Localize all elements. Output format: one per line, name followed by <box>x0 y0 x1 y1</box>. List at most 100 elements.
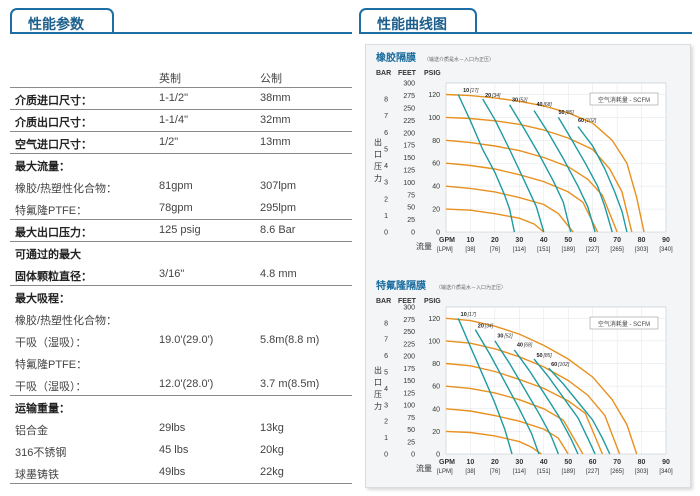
bar-tick-label: 3 <box>384 402 388 409</box>
air-consumption-curve <box>494 340 560 455</box>
plot-area <box>445 306 667 455</box>
spec-imperial-value: 1-1/4" <box>159 114 188 126</box>
col-metric-header: 公制 <box>260 73 282 85</box>
performance-chart-svg: 橡胶隔膜 （输送介质是水－入口为正压）BAR FEET PSIG02040608010… <box>374 51 673 475</box>
bar-tick-label: 1 <box>384 435 388 442</box>
chart-title: 特氟隆隔膜 <box>376 279 426 292</box>
lpm-tick-label: [38] <box>465 469 475 475</box>
feet-tick-label: 275 <box>403 93 415 100</box>
spec-label: 介质出口尺寸： <box>15 116 92 129</box>
lpm-tick-label: [114] <box>513 469 526 475</box>
bar-tick-label: 2 <box>384 196 388 203</box>
spec-label: 橡胶/热塑性化合物： <box>15 183 118 195</box>
spec-label: 铝合金 <box>15 425 48 437</box>
spec-imperial-value: 29lbs <box>159 422 186 434</box>
lpm-tick-label: [38] <box>465 247 475 253</box>
feet-tick-label: 250 <box>403 105 415 112</box>
air-consumption-curve <box>457 318 513 455</box>
unit-gpm: GPM <box>439 459 455 466</box>
spec-label: 球墨铸铁 <box>15 469 59 481</box>
outlet-pressure-curve <box>445 116 633 233</box>
bar-tick-label: 8 <box>384 320 388 327</box>
spec-label: 最大吸程： <box>15 292 70 305</box>
feet-tick-label: 100 <box>403 403 415 410</box>
spec-metric-value: 4.8 mm <box>260 268 297 280</box>
spec-row: 橡胶/热塑性化合物： 81gpm 307lpm <box>10 176 352 198</box>
feet-tick-label: 200 <box>403 130 415 137</box>
bar-tick-label: 0 <box>384 230 388 237</box>
spec-label: 干吸（湿吸）： <box>15 337 87 349</box>
feet-tick-label: 300 <box>403 81 415 88</box>
lpm-tick-label: [151] <box>537 469 551 475</box>
lpm-tick-label: [340] <box>659 469 673 475</box>
spec-label: 最大出口压力： <box>15 226 92 239</box>
spec-row: 最大流量： <box>10 154 352 176</box>
gpm-tick-label: 40 <box>540 459 548 466</box>
bar-tick-label: 7 <box>384 113 388 120</box>
tab-performance-curves[interactable]: 性能曲线图 <box>359 8 477 34</box>
lpm-tick-label: [114] <box>513 247 526 253</box>
feet-tick-label: 50 <box>407 205 415 212</box>
air-label-nm3: [34] <box>484 323 494 329</box>
spec-label: 空气进口尺寸： <box>15 138 92 151</box>
spec-row: 特氟隆PTFE： 78gpm 295lpm <box>10 198 352 220</box>
bar-tick-label: 0 <box>384 452 388 459</box>
spec-metric-value: 32mm <box>260 114 291 126</box>
legend-text: 空气消耗量 - SCFM <box>598 320 650 328</box>
spec-metric-value: 13kg <box>260 422 284 434</box>
plot-area <box>445 82 667 233</box>
air-label-nm3: [34] <box>491 93 501 99</box>
feet-tick-label: 175 <box>403 366 415 373</box>
psig-tick-label: 80 <box>432 138 440 145</box>
lpm-tick-label: [76] <box>490 469 500 475</box>
outlet-pressure-curve <box>445 162 599 233</box>
psig-tick-label: 100 <box>428 115 440 122</box>
gpm-tick-label: 80 <box>638 459 646 466</box>
spec-label: 橡胶/热塑性化合物： <box>15 315 118 327</box>
feet-tick-label: 75 <box>407 415 415 422</box>
feet-tick-label: 300 <box>403 305 415 312</box>
spec-row: 干吸（湿吸）： 19.0'(29.0') 5.8m(8.8 m) <box>10 330 352 352</box>
outlet-pressure-curve <box>445 93 645 233</box>
lpm-tick-label: [340] <box>659 247 673 253</box>
y-axis-label: 力 <box>374 173 382 183</box>
feet-tick-label: 150 <box>403 155 415 162</box>
air-label-scfm: 50 <box>536 353 542 359</box>
gpm-tick-label: 10 <box>467 459 475 466</box>
spec-row: 铝合金 29lbs 13kg <box>10 418 352 440</box>
x-axis-label: 流量 <box>416 463 432 473</box>
legend-text: 空气消耗量 - SCFM <box>598 96 650 104</box>
air-label-scfm: 30 <box>497 334 503 340</box>
spec-row: 最大吸程： <box>10 286 352 308</box>
psig-tick-label: 100 <box>428 338 440 345</box>
air-label-scfm: 10 <box>461 312 467 318</box>
lpm-tick-label: [265] <box>610 469 624 475</box>
spec-imperial-value: 45 lbs <box>159 444 189 456</box>
psig-tick-label: 0 <box>436 230 440 237</box>
lpm-tick-label: [189] <box>562 247 576 253</box>
air-consumption-curve <box>482 98 545 233</box>
air-label-nm3: [68] <box>523 343 533 349</box>
spec-row: 运输重量： <box>10 396 352 418</box>
spec-imperial-value: 1-1/2" <box>159 92 188 104</box>
tab-underline-left <box>10 32 352 34</box>
air-consumption-curve <box>533 358 596 455</box>
bar-tick-label: 5 <box>384 146 388 153</box>
bar-tick-label: 7 <box>384 337 388 344</box>
feet-tick-label: 175 <box>403 143 415 150</box>
spec-imperial-value: 78gpm <box>159 202 193 214</box>
tab-performance-params[interactable]: 性能参数 <box>10 8 114 34</box>
lpm-tick-label: [227] <box>586 247 600 253</box>
air-label-scfm: 40 <box>536 102 542 108</box>
air-label-scfm: 40 <box>517 343 523 349</box>
lpm-tick-label: [227] <box>586 469 600 475</box>
spec-metric-value: 13mm <box>260 136 291 148</box>
spec-imperial-value: 49lbs <box>159 466 186 478</box>
spec-row: 316不锈钢 45 lbs 20kg <box>10 440 352 462</box>
spec-row: 介质出口尺寸： 1-1/4" 32mm <box>10 110 352 132</box>
spec-label: 介质进口尺寸： <box>15 94 92 107</box>
spec-label: 运输重量： <box>15 402 70 415</box>
air-consumption-curve <box>557 117 613 233</box>
feet-tick-label: 275 <box>403 317 415 324</box>
unit-feet: FEET <box>398 298 417 305</box>
